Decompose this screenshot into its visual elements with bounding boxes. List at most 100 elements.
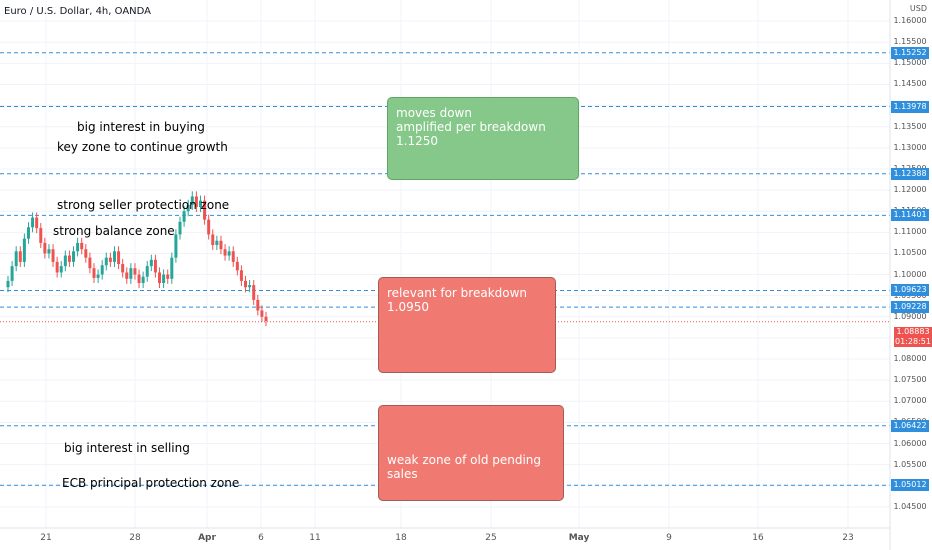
- time-tick: 6: [258, 533, 264, 543]
- level-tag[interactable]: 1.09623: [891, 284, 929, 297]
- candle-body: [223, 249, 227, 256]
- candle: [231, 246, 235, 267]
- live-price-timer: 01:28:51: [895, 337, 931, 346]
- candle: [63, 250, 67, 272]
- candle: [43, 237, 47, 259]
- candle-body: [100, 265, 104, 275]
- time-tick: 21: [40, 533, 52, 543]
- price-tick: 1.14500: [893, 79, 927, 89]
- candle: [125, 267, 129, 284]
- time-tick: 9: [666, 533, 672, 543]
- candle: [108, 252, 112, 267]
- candle-body: [239, 270, 243, 281]
- price-tick: 1.07000: [893, 396, 927, 406]
- candle-body: [252, 285, 256, 300]
- note-selling: big interest in selling: [64, 441, 190, 455]
- level-tag[interactable]: 1.13978: [891, 100, 929, 113]
- candle-body: [215, 240, 219, 245]
- live-price-tag[interactable]: 1.08883 01:28:51: [894, 327, 932, 347]
- candle: [149, 254, 153, 272]
- candle-body: [67, 255, 71, 262]
- box-weak-zone[interactable]: weak zone of old pending sales: [378, 405, 564, 501]
- candle: [190, 191, 194, 210]
- candle-body: [231, 251, 235, 262]
- candle-body: [256, 299, 260, 311]
- price-tick: 1.15500: [893, 37, 927, 47]
- candle-body: [47, 249, 51, 254]
- candle: [223, 244, 227, 261]
- time-tick: May: [568, 533, 590, 543]
- level-tag[interactable]: 1.05012: [891, 479, 929, 492]
- time-tick: 28: [129, 533, 141, 543]
- level-tag[interactable]: 1.12388: [891, 167, 929, 180]
- candle: [264, 311, 268, 327]
- note-ecb: ECB principal protection zone: [62, 476, 240, 490]
- box-moves-down[interactable]: moves down amplified per breakdown 1.125…: [387, 97, 579, 180]
- price-tick: 1.09000: [893, 311, 927, 321]
- box-relevant-breakdown[interactable]: relevant for breakdown 1.0950: [378, 277, 556, 373]
- level-tag[interactable]: 1.06422: [891, 419, 929, 432]
- candle-body: [149, 259, 153, 267]
- candle: [39, 223, 43, 248]
- candle-body: [129, 268, 133, 279]
- candle: [166, 269, 170, 284]
- candle: [153, 254, 157, 278]
- candle-body: [190, 196, 194, 205]
- note-seller-protection: strong seller protection zone: [57, 198, 230, 212]
- level-tag[interactable]: 1.15252: [891, 46, 929, 59]
- candle: [252, 280, 256, 305]
- candle-body: [96, 274, 100, 278]
- candle: [22, 233, 26, 267]
- candle-body: [104, 257, 108, 266]
- price-tick: 1.13500: [893, 121, 927, 131]
- candle-body: [248, 285, 252, 288]
- price-tick: 1.04500: [893, 501, 927, 511]
- candle: [211, 229, 215, 251]
- price-tick: 1.15000: [893, 58, 927, 68]
- candle-body: [264, 316, 268, 322]
- candle-body: [76, 242, 80, 252]
- candle-body: [166, 274, 170, 279]
- note-balance: strong balance zone: [53, 224, 175, 238]
- candle: [117, 246, 121, 270]
- live-price-value: 1.08883: [896, 327, 930, 336]
- candle: [104, 252, 108, 271]
- level-tag[interactable]: 1.11401: [891, 209, 929, 222]
- symbol-title[interactable]: Euro / U.S. Dollar, 4h, OANDA: [4, 6, 152, 17]
- candle: [260, 305, 264, 322]
- candle: [96, 269, 100, 284]
- candle-body: [39, 228, 43, 243]
- note-key-zone: key zone to continue growth: [57, 140, 228, 154]
- candle-body: [31, 217, 35, 228]
- candle: [215, 235, 219, 251]
- candle-body: [203, 200, 207, 220]
- candle-body: [6, 280, 10, 288]
- candle: [51, 244, 55, 267]
- candle-body: [14, 251, 18, 267]
- currency-label[interactable]: USD: [909, 4, 927, 13]
- price-tick: 1.13000: [893, 142, 927, 152]
- candle: [26, 222, 30, 244]
- candle: [14, 246, 18, 272]
- candle: [6, 275, 10, 293]
- candle: [35, 212, 39, 234]
- candle: [198, 195, 202, 213]
- candle-body: [117, 251, 121, 264]
- candle-body: [244, 280, 248, 288]
- candle-body: [260, 310, 264, 317]
- candle-body: [59, 266, 63, 273]
- candle-body: [211, 234, 215, 245]
- candle: [207, 214, 211, 240]
- candle-body: [125, 272, 129, 279]
- candle: [92, 263, 96, 284]
- level-tag[interactable]: 1.09228: [891, 301, 929, 314]
- time-tick: 16: [752, 533, 764, 543]
- candle-body: [158, 272, 162, 284]
- candle: [88, 252, 92, 274]
- candle-body: [186, 204, 190, 212]
- time-tick: 11: [309, 533, 321, 543]
- candle: [182, 206, 186, 227]
- time-tick: 25: [485, 533, 497, 543]
- price-tick: 1.11000: [893, 227, 927, 237]
- candle: [67, 250, 71, 267]
